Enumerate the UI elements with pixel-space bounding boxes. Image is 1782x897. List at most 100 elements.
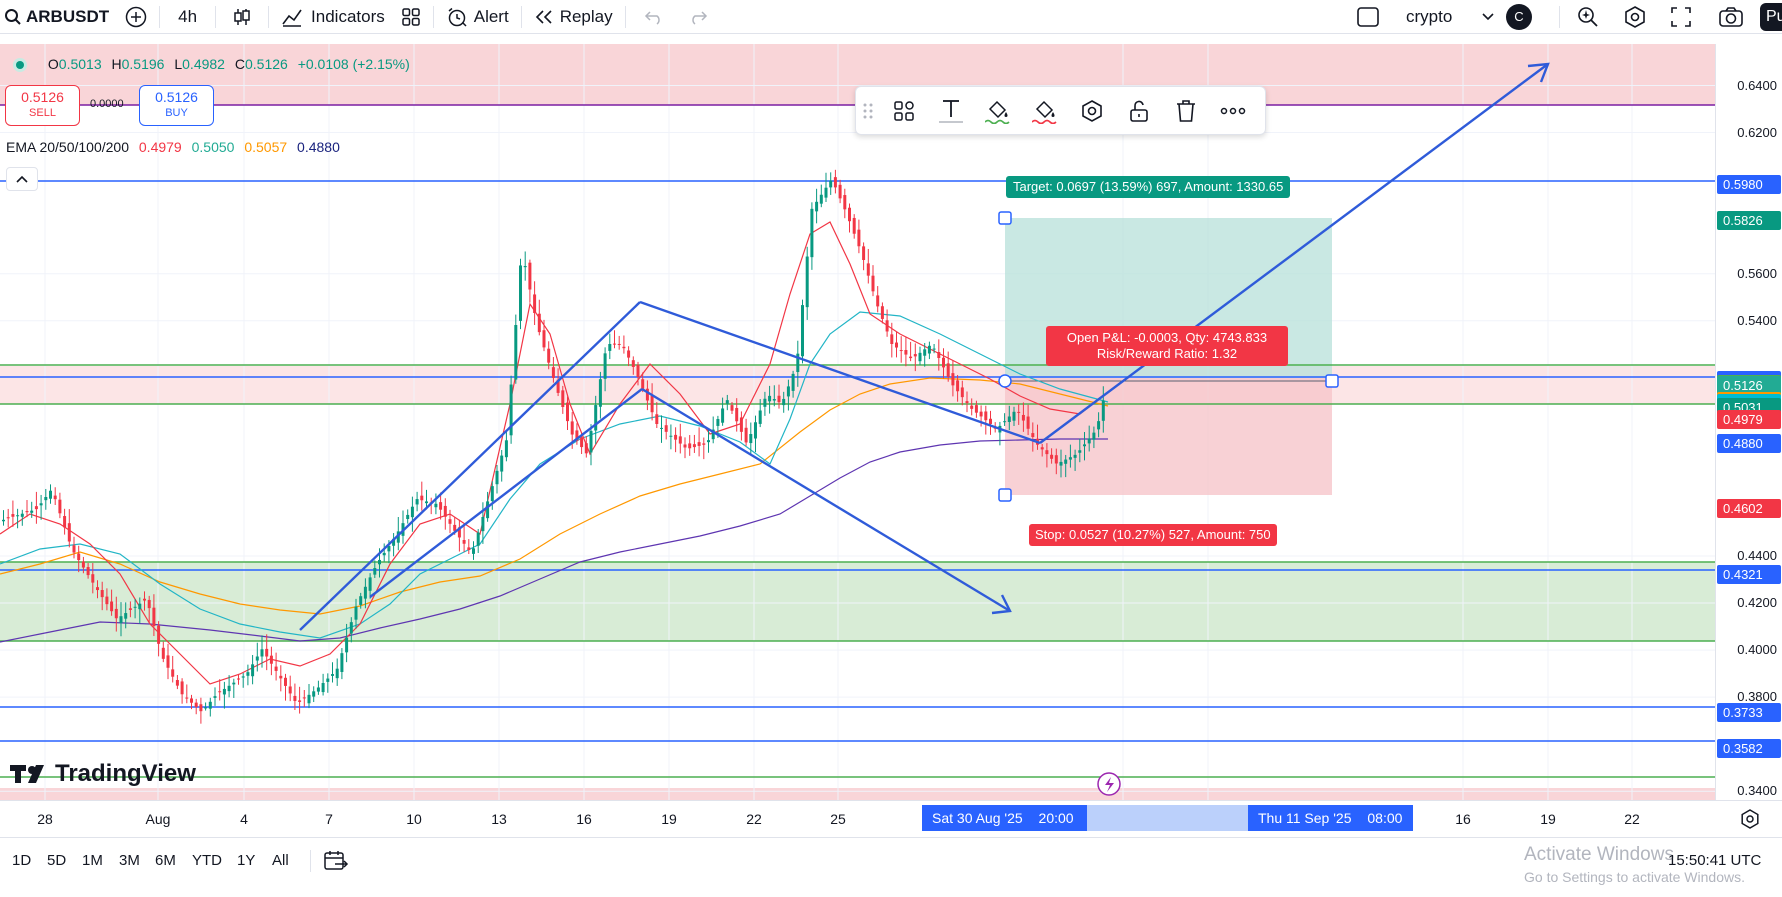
candle-body — [866, 263, 870, 276]
stop-label[interactable]: Stop: 0.0527 (10.27%) 527, Amount: 750 — [1029, 524, 1277, 546]
time-scale[interactable]: 28Aug4710131619222547161922 Sat 30 Aug '… — [0, 800, 1782, 837]
candle-body — [345, 637, 349, 653]
drag-handle[interactable] — [856, 87, 880, 134]
chart-pane[interactable]: TradingView O0.5013 H0.5196 L0.4982 C0.5… — [0, 44, 1715, 800]
buy-button[interactable]: 0.5126 BUY — [139, 85, 214, 126]
more-button[interactable] — [1209, 87, 1256, 134]
sell-button[interactable]: 0.5126 SELL — [5, 85, 80, 126]
clock[interactable]: 15:50:41 UTC — [1668, 852, 1762, 869]
publish-button[interactable]: Pu — [1760, 3, 1782, 31]
chevron-up-icon — [16, 175, 28, 183]
date-range-button[interactable] — [323, 849, 349, 877]
templates-button[interactable] — [393, 0, 429, 33]
range-1m[interactable]: 1M — [82, 852, 103, 869]
price-scale[interactable]: 0.6400 0.6200 0.5600 0.5400 0.4400 0.4200 0.40… — [1715, 44, 1782, 800]
chevron-down-icon — [1482, 12, 1494, 20]
lock-button[interactable] — [1115, 87, 1162, 134]
screenshot-button[interactable] — [1710, 0, 1752, 33]
range-ytd[interactable]: YTD — [192, 852, 222, 869]
arrow-breakout-up[interactable] — [1039, 63, 1549, 444]
candle-body — [514, 325, 518, 380]
trendline-falling-1[interactable] — [639, 300, 1041, 445]
top-toolbar: ARBUSDT 4h Indicators Alert Replay crypt… — [0, 0, 1782, 34]
range-1y[interactable]: 1Y — [237, 852, 256, 869]
candle-body — [1064, 459, 1068, 464]
chart-canvas[interactable] — [0, 44, 1715, 800]
candle-body — [171, 669, 175, 677]
chart-type-button[interactable] — [220, 0, 264, 33]
trendline-rising-2[interactable] — [369, 388, 643, 598]
interval-button[interactable]: 4h — [164, 0, 211, 33]
settings-hexagon-icon — [1081, 99, 1102, 122]
undo-button[interactable] — [630, 0, 678, 33]
quick-search-button[interactable] — [1568, 0, 1608, 33]
candle-body — [1068, 457, 1072, 460]
trendline-falling-2[interactable] — [641, 387, 1011, 613]
candle-body — [312, 691, 316, 697]
candle-body — [1054, 455, 1058, 464]
indicators-icon — [282, 9, 302, 27]
start-time: 20:00 — [1038, 810, 1074, 826]
fill-color-button[interactable] — [974, 87, 1021, 134]
range-6m[interactable]: 6M — [155, 852, 176, 869]
settings-button[interactable] — [1615, 0, 1655, 33]
candle-body — [63, 516, 67, 528]
support-zone — [0, 562, 1715, 641]
position-handle-target[interactable] — [998, 211, 1012, 225]
candle-body — [697, 442, 701, 446]
ema-legend[interactable]: EMA 20/50/100/200 0.4979 0.5050 0.5057 0… — [6, 139, 340, 155]
position-handle-entry[interactable] — [998, 374, 1012, 388]
candle-body — [880, 306, 884, 319]
replay-button[interactable]: Replay — [526, 0, 621, 33]
layout-toggle-button[interactable] — [1348, 0, 1388, 33]
position-handle-stop[interactable] — [998, 488, 1012, 502]
price-tick: 0.6400 — [1737, 77, 1777, 93]
delete-button[interactable] — [1162, 87, 1209, 134]
trendline-rising-1[interactable] — [299, 301, 641, 631]
range-3m[interactable]: 3M — [119, 852, 140, 869]
candle-body — [744, 427, 748, 443]
indicators-button[interactable]: Indicators — [273, 0, 393, 33]
layout-name-button[interactable]: crypto — [1398, 0, 1502, 33]
scale-settings-button[interactable] — [1738, 807, 1762, 831]
candle-body — [307, 694, 311, 704]
position-handle-end[interactable] — [1325, 374, 1339, 388]
candle-body — [373, 568, 377, 575]
candle-body — [956, 380, 960, 392]
trend-drawings[interactable] — [299, 62, 1550, 631]
position-stop-zone[interactable] — [1005, 378, 1332, 495]
candle-body — [777, 395, 781, 403]
redo-button[interactable] — [678, 0, 718, 33]
candle-body — [293, 695, 297, 701]
fill-color-button-2[interactable] — [1021, 87, 1068, 134]
time-tick: 22 — [1624, 811, 1640, 827]
text-icon — [938, 99, 963, 123]
sell-label: SELL — [29, 107, 56, 119]
drawing-settings-button[interactable] — [1068, 87, 1115, 134]
text-tool-button[interactable] — [927, 87, 974, 134]
candle-body — [848, 207, 851, 222]
candle-body — [566, 402, 569, 422]
candlestick-series[interactable] — [2, 169, 1105, 724]
templates-tool-button[interactable] — [880, 87, 927, 134]
candle-body — [213, 696, 217, 698]
candle-body — [716, 419, 720, 426]
account-avatar[interactable]: C — [1498, 0, 1540, 33]
redo-icon — [691, 10, 707, 25]
candle-body — [876, 295, 880, 307]
range-5d[interactable]: 5D — [47, 852, 67, 869]
candle-body — [96, 587, 99, 591]
ema100-line — [0, 377, 1109, 615]
range-1d[interactable]: 1D — [12, 852, 32, 869]
target-label[interactable]: Target: 0.0697 (13.59%) 697, Amount: 133… — [1006, 176, 1291, 198]
symbol-search-button[interactable]: ARBUSDT — [0, 0, 117, 33]
alert-button[interactable]: Alert — [438, 0, 517, 33]
pnl-label[interactable]: Open P&L: -0.0003, Qty: 4743.833 Risk/Re… — [1046, 326, 1288, 366]
candle-body — [942, 357, 945, 368]
collapse-legend-button[interactable] — [6, 167, 38, 191]
fullscreen-button[interactable] — [1662, 0, 1700, 33]
compare-button[interactable] — [117, 0, 155, 33]
range-all[interactable]: All — [272, 852, 289, 869]
candle-body — [613, 343, 616, 345]
more-dots-icon — [1220, 107, 1245, 114]
